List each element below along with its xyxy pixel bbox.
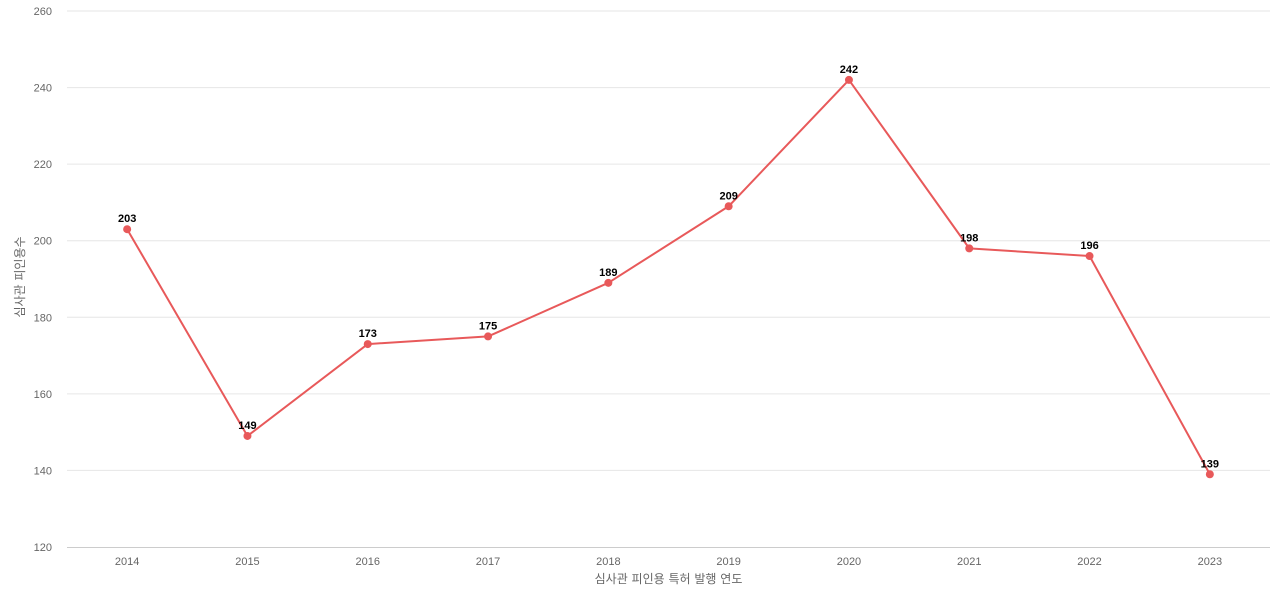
data-label: 196 — [1080, 240, 1098, 252]
y-axis-ticks: 120 140 160 180 200 220 240 260 — [34, 6, 52, 554]
series-line — [126, 78, 1211, 475]
x-tick-label: 2021 — [957, 556, 981, 568]
x-tick-label: 2017 — [476, 556, 500, 568]
data-label: 203 — [118, 213, 136, 225]
data-point[interactable] — [123, 225, 132, 234]
data-point[interactable] — [965, 244, 974, 253]
x-axis-title: 심사관 피인용 특허 발행 연도 — [595, 571, 743, 586]
y-axis-title: 심사관 피인용수 — [13, 236, 27, 317]
x-axis-ticks: 2014 2015 2016 2017 2018 2019 2020 2021 2022 2023 — [115, 556, 1222, 568]
data-labels: 203 149 173 175 189 209 242 198 196 139 — [118, 64, 1219, 470]
y-tick-label: 120 — [34, 542, 52, 554]
data-label: 139 — [1201, 458, 1219, 470]
data-point[interactable] — [604, 278, 613, 287]
x-tick-label: 2019 — [716, 556, 740, 568]
y-tick-label: 180 — [34, 312, 52, 324]
data-label: 209 — [719, 190, 737, 202]
data-point[interactable] — [363, 340, 372, 349]
y-tick-label: 160 — [34, 389, 52, 401]
y-tick-label: 260 — [34, 6, 52, 18]
x-tick-label: 2020 — [837, 556, 861, 568]
data-label: 149 — [238, 420, 256, 432]
y-tick-label: 200 — [34, 236, 52, 248]
y-tick-label: 140 — [34, 465, 52, 477]
data-label: 242 — [840, 64, 858, 76]
data-point[interactable] — [243, 431, 252, 440]
x-tick-label: 2022 — [1077, 556, 1101, 568]
x-tick-label: 2014 — [115, 556, 139, 568]
data-point[interactable] — [1085, 252, 1094, 261]
data-point[interactable] — [484, 332, 493, 341]
x-tick-label: 2018 — [596, 556, 620, 568]
data-point[interactable] — [724, 202, 733, 211]
data-point[interactable] — [1205, 470, 1214, 479]
y-tick-label: 240 — [34, 83, 52, 95]
data-label: 175 — [479, 320, 497, 332]
y-tick-label: 220 — [34, 159, 52, 171]
data-label: 173 — [359, 328, 377, 340]
gridlines — [67, 10, 1270, 471]
data-label: 189 — [599, 267, 617, 279]
series — [123, 75, 1214, 479]
x-tick-label: 2023 — [1198, 556, 1222, 568]
data-label: 198 — [960, 232, 978, 244]
data-point[interactable] — [844, 75, 853, 84]
x-tick-label: 2015 — [235, 556, 259, 568]
x-tick-label: 2016 — [356, 556, 380, 568]
